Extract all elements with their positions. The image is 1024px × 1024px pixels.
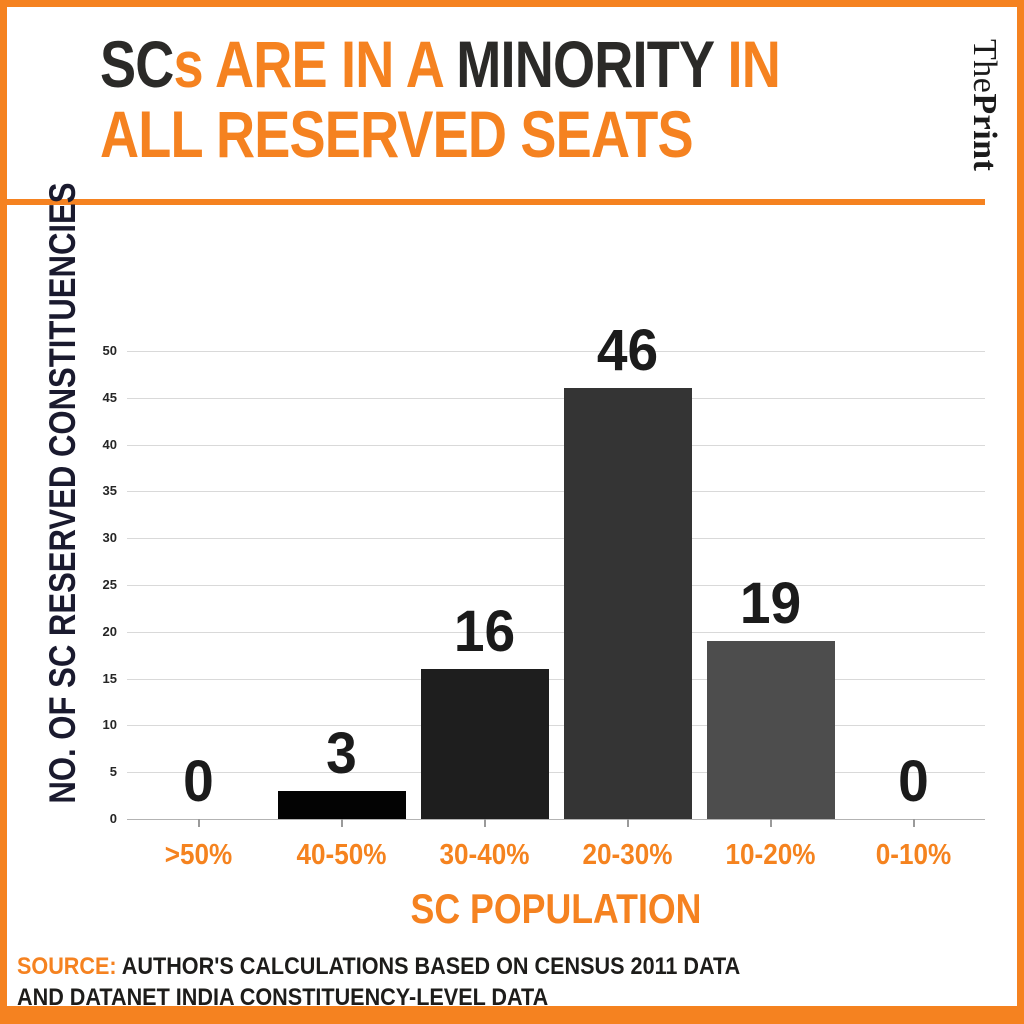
title-segment: SC [100, 27, 174, 101]
x-tick-label-10-20%: 10-20% [725, 839, 816, 871]
x-axis-tick [340, 819, 343, 827]
page-title: SCs ARE IN A MINORITY IN ALL RESERVED SEA… [100, 27, 781, 169]
plot-area: 0 3 16 46 19 0 [127, 322, 985, 827]
title-segment: ALL RESERVED SEATS [100, 97, 694, 171]
x-axis-title: SC POPULATION [410, 885, 702, 932]
bar-10-20% [706, 641, 835, 819]
x-tick-label-40-50%: 40-50% [296, 839, 387, 871]
x-axis-tick [626, 819, 629, 827]
source-text-1: AUTHOR'S CALCULATIONS BASED ON CENSUS 20… [116, 953, 741, 980]
source-line-1: SOURCE: AUTHOR'S CALCULATIONS BASED ON C… [17, 951, 740, 982]
value-label-0-10%: 0 [898, 749, 929, 814]
brand-logo-the: The [966, 39, 1003, 94]
x-tick-label-0-10%: 0-10% [875, 839, 952, 871]
value-label-10-20%: 19 [739, 571, 802, 637]
title-segment: IN [713, 27, 780, 101]
value-label-30-40%: 16 [453, 599, 516, 665]
source-note: SOURCE: AUTHOR'S CALCULATIONS BASED ON C… [17, 951, 740, 1013]
x-axis-tick [197, 819, 200, 827]
brand-logo: ThePrint [965, 39, 1003, 229]
y-tick-label-5: 5 [109, 764, 117, 780]
value-label->50%: 0 [183, 749, 214, 814]
value-label-40-50%: 3 [326, 720, 357, 786]
y-tick-label-0: 0 [109, 811, 117, 826]
bottom-accent-strip [7, 1006, 1017, 1017]
x-tick-label->50%: >50% [164, 839, 233, 871]
gridline-15 [127, 678, 985, 680]
gridline-40 [127, 444, 985, 446]
y-tick-label-30: 30 [102, 530, 117, 546]
page-title-line-2: ALL RESERVED SEATS [100, 99, 780, 169]
page-title-line-1: SCs ARE IN A MINORITY IN [100, 27, 781, 101]
y-tick-label-50: 50 [102, 343, 117, 358]
gridline-20 [127, 631, 985, 633]
gridline-45 [127, 397, 985, 399]
y-tick-label-15: 15 [102, 670, 117, 686]
y-tick-label-35: 35 [102, 483, 117, 499]
gridline-30 [127, 538, 985, 540]
gridline-5 [127, 772, 985, 774]
x-axis-tick [769, 819, 772, 827]
x-tick-label-20-30%: 20-30% [582, 839, 673, 871]
header-divider [7, 199, 985, 205]
bar-40-50% [277, 790, 406, 819]
gridline-10 [127, 725, 985, 727]
title-segment: ARE IN A [215, 27, 457, 101]
gridline-35 [127, 491, 985, 493]
x-axis-tick [483, 819, 486, 827]
gridline-0 [127, 819, 985, 820]
x-axis-tick [912, 819, 915, 827]
y-tick-label-25: 25 [102, 577, 117, 592]
source-label: SOURCE: [17, 953, 117, 980]
y-tick-label-40: 40 [102, 436, 117, 452]
y-tick-label-20: 20 [102, 623, 117, 639]
title-segment: MINORITY [456, 27, 714, 101]
bar-20-30% [563, 388, 692, 819]
bar-30-40% [420, 669, 549, 819]
y-tick-label-10: 10 [102, 717, 117, 733]
brand-logo-print: Print [966, 93, 1003, 172]
gridline-50 [127, 351, 985, 352]
x-tick-label-30-40%: 30-40% [439, 839, 530, 871]
value-label-20-30%: 46 [596, 318, 659, 384]
gridline-25 [127, 585, 985, 586]
bar-chart: NO. OF SC RESERVED CONSTITUENCIES 0 3 16 46… [7, 7, 1017, 1017]
title-segment: s [173, 27, 216, 101]
y-tick-label-45: 45 [102, 389, 117, 405]
